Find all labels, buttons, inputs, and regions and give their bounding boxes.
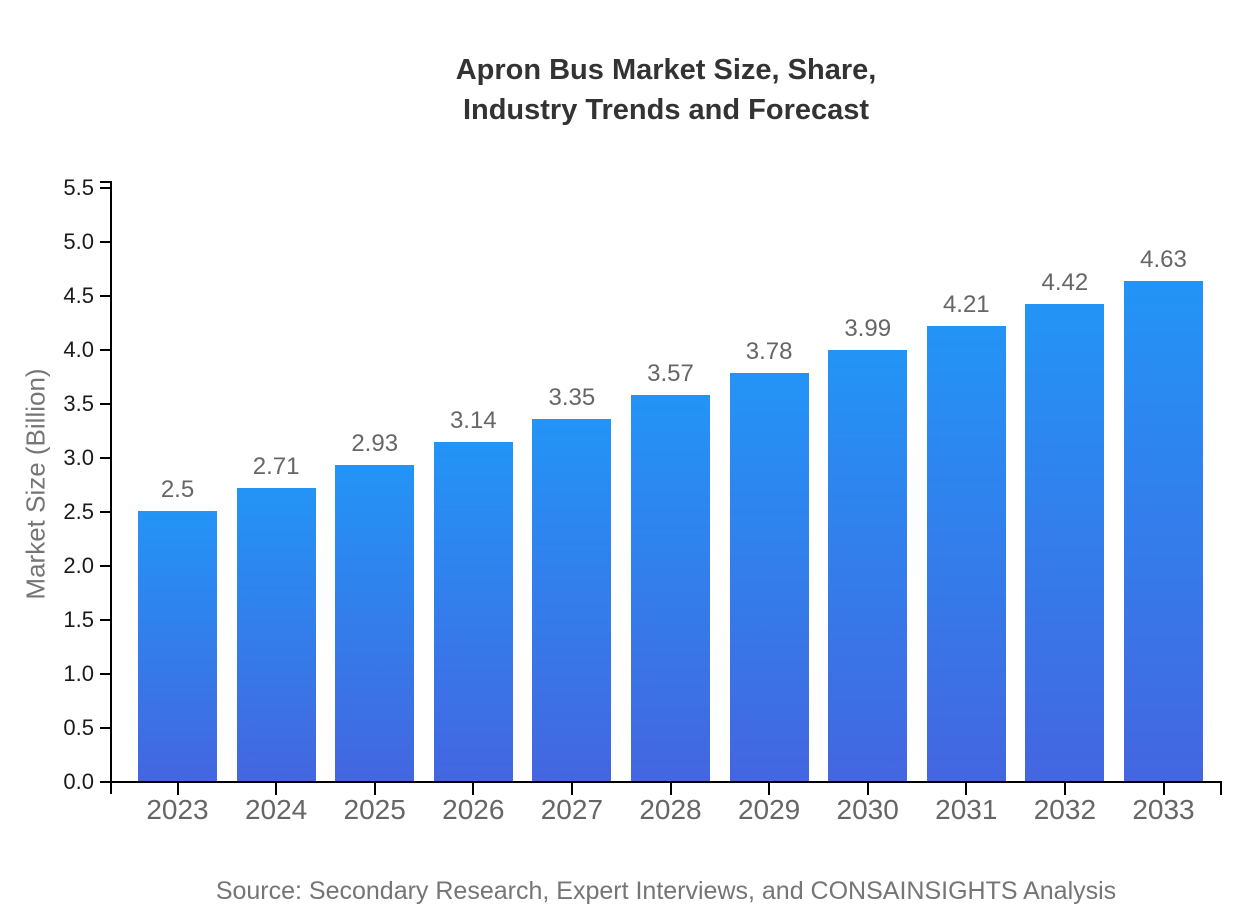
y-axis-tick	[100, 295, 110, 297]
y-axis-tick	[100, 619, 110, 621]
x-axis-tick	[275, 783, 278, 795]
bar-value-label: 3.35	[548, 384, 596, 411]
x-axis-category-label: 2027	[540, 794, 604, 825]
y-axis-tick-label: 2.5	[63, 499, 94, 524]
y-axis-tick	[100, 349, 110, 351]
x-axis-tick	[176, 783, 179, 795]
x-axis-tick	[768, 783, 771, 795]
x-axis-tick	[1063, 783, 1066, 795]
x-axis-category-label: 2030	[836, 794, 899, 825]
bar-value-label: 3.57	[647, 360, 694, 387]
y-axis-tick-label: 0.5	[63, 715, 94, 740]
bar-2028	[631, 395, 710, 781]
source-caption: Source: Secondary Research, Expert Inter…	[215, 877, 1117, 905]
y-axis-tick	[100, 673, 110, 675]
y-axis-tick-label: 5.5	[63, 175, 94, 200]
y-axis-tick-label: 4.0	[63, 337, 94, 362]
x-axis-category-label: 2032	[1033, 794, 1097, 825]
x-axis-category-label: 2028	[639, 794, 702, 825]
bar-value-label: 4.21	[942, 291, 990, 318]
y-axis-tick-label: 1.5	[63, 607, 94, 632]
bar-2029	[729, 373, 809, 781]
x-axis-tick	[570, 783, 573, 795]
y-axis-line	[110, 181, 112, 794]
bar-value-label: 4.63	[1140, 246, 1187, 273]
x-axis-category-label: 2024	[244, 794, 308, 825]
y-axis-tick-label: 1.0	[63, 661, 94, 686]
bar-value-label: 4.42	[1041, 269, 1089, 296]
bar-2025	[335, 465, 415, 781]
y-axis-tick	[100, 565, 110, 567]
chart-title-line-2: Industry Trends and Forecast	[462, 94, 870, 126]
y-axis-end-tick	[100, 181, 110, 183]
y-axis-tick-label: 3.0	[63, 445, 94, 470]
x-axis-tick	[472, 783, 475, 795]
x-axis-tick	[373, 783, 376, 795]
chart-title: Apron Bus Market Size, Share, Industry T…	[110, 50, 1222, 130]
x-axis-tick	[965, 783, 968, 795]
y-axis-tick	[100, 241, 110, 243]
y-axis-tick-label: 5.0	[63, 229, 94, 254]
x-axis-category-label: 2023	[146, 794, 209, 825]
y-axis-tick	[100, 511, 110, 513]
bar-value-label: 3.78	[745, 338, 793, 365]
bar-2030	[828, 350, 908, 781]
x-axis-end-tick	[1220, 783, 1222, 795]
y-axis-tick	[100, 403, 110, 405]
bar-2033	[1124, 281, 1203, 781]
x-axis-category-label: 2033	[1132, 794, 1195, 825]
chart-title-line-1: Apron Bus Market Size, Share,	[455, 54, 877, 86]
y-axis-tick	[100, 187, 110, 189]
bar-2032	[1025, 304, 1105, 781]
x-axis-tick	[866, 783, 869, 795]
bar-2031	[926, 326, 1006, 781]
y-axis-tick-label: 4.5	[63, 283, 94, 308]
y-axis-tick-label: 0.0	[63, 769, 94, 794]
bar-2023	[138, 511, 217, 781]
x-axis-category-label: 2029	[737, 794, 801, 825]
y-axis-tick	[100, 727, 110, 729]
bar-2026	[433, 442, 513, 781]
x-axis-tick	[1162, 783, 1165, 795]
x-axis-tick	[669, 783, 672, 795]
bar-value-label: 2.5	[160, 476, 195, 503]
bar-value-label: 2.93	[351, 430, 399, 457]
y-axis-tick	[100, 781, 110, 783]
x-axis-line	[110, 781, 1222, 783]
bar-2027	[532, 419, 612, 781]
y-axis-tick	[100, 457, 110, 459]
y-axis-tick-label: 2.0	[63, 553, 94, 578]
x-axis-category-label: 2025	[343, 794, 406, 825]
bar-2024	[236, 488, 316, 781]
bar-value-label: 3.14	[449, 407, 497, 434]
x-axis-category-label: 2031	[935, 794, 998, 825]
x-axis-category-label: 2026	[442, 794, 505, 825]
y-axis-tick-label: 3.5	[63, 391, 94, 416]
bar-value-label: 2.71	[252, 453, 300, 480]
bar-value-label: 3.99	[844, 315, 892, 342]
